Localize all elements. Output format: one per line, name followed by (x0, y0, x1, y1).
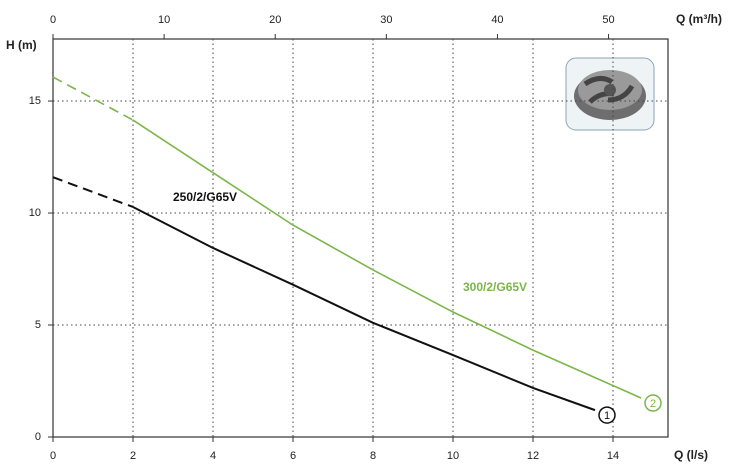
x-tick-label: 8 (370, 450, 376, 462)
y-tick-label: 0 (35, 431, 41, 443)
x-tick-label: 0 (50, 450, 56, 462)
x-tick-label: 14 (607, 450, 619, 462)
curve (132, 206, 596, 412)
x-tick-label: 12 (527, 450, 539, 462)
plot-frame (52, 38, 669, 438)
x-tick-label: 2 (130, 450, 136, 462)
y-tick-label: 5 (35, 319, 41, 331)
y-tick-label: 15 (29, 95, 41, 107)
x2-tick-label: 30 (380, 14, 392, 26)
x-tick-label: 4 (210, 450, 216, 462)
series-label: 300/2/G65V (463, 280, 527, 294)
y-axis-label: H (m) (6, 38, 37, 52)
x2-tick-label: 50 (602, 14, 614, 26)
impeller-image (565, 57, 655, 131)
curve-marker (598, 406, 616, 424)
curve-dashed (52, 176, 134, 208)
x-tick-label: 6 (290, 450, 296, 462)
x2-tick-label: 10 (158, 14, 170, 26)
curve-marker (644, 394, 662, 412)
x2-tick-label: 40 (491, 14, 503, 26)
x2-axis-label: Q (m³/h) (676, 12, 722, 26)
x2-tick-label: 0 (50, 14, 56, 26)
curve-marker-label: 1 (604, 410, 610, 422)
curve-marker-label: 2 (650, 398, 656, 410)
x-axis-label: Q (l/s) (674, 448, 708, 462)
x2-tick-label: 20 (269, 14, 281, 26)
series-label: 250/2/G65V (173, 190, 237, 204)
curve (132, 119, 642, 399)
curve-dashed (52, 76, 134, 121)
y-tick-label: 10 (29, 207, 41, 219)
x-tick-label: 10 (447, 450, 459, 462)
